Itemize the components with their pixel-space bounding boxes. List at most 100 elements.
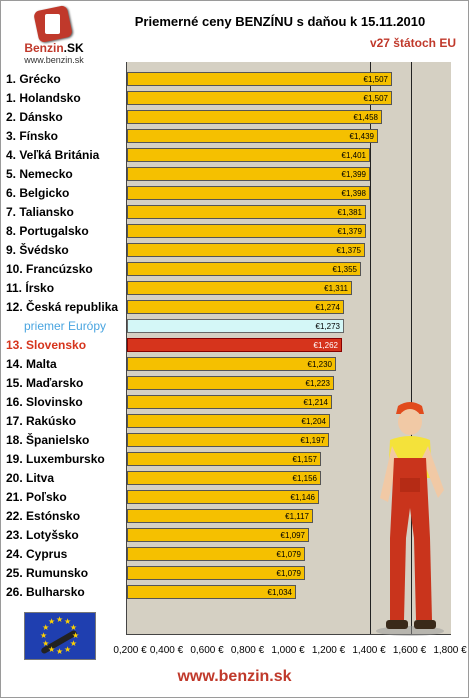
bar: €1,375: [127, 243, 365, 257]
grid-line: [370, 62, 371, 634]
plot-area: €1,507 €1,507 €1,458 €1,439 €1,401 €1,399 €1,3…: [126, 62, 451, 635]
logo-brand: Benzin.SK: [14, 41, 94, 55]
chart-title: Priemerné ceny BENZÍNU s daňou k 15.11.2…: [134, 14, 426, 29]
bar-value-label: €1,146: [290, 493, 315, 502]
bar: €1,398: [127, 186, 370, 200]
bar-value-label: €1,079: [276, 569, 301, 578]
category-label: 9. Švédsko: [6, 243, 69, 257]
bar: €1,097: [127, 528, 309, 542]
category-label: 16. Slovinsko: [6, 395, 83, 409]
category-label: 22. Estónsko: [6, 509, 81, 523]
category-label: 5. Nemecko: [6, 167, 73, 181]
bar: €1,156: [127, 471, 321, 485]
category-label: priemer Európy: [24, 319, 107, 333]
bar-value-label: €1,223: [305, 379, 330, 388]
star-icon: ★: [64, 617, 72, 627]
bar-value-label: €1,230: [307, 360, 332, 369]
category-label: 13. Slovensko: [6, 338, 87, 352]
bar: €1,117: [127, 509, 313, 523]
x-tick-label: 1,800 €: [433, 645, 467, 656]
bar-value-label: €1,398: [341, 189, 366, 198]
logo-brand-suffix: .SK: [63, 41, 84, 55]
bar: €1,157: [127, 452, 321, 466]
star-icon: ★: [40, 631, 48, 640]
logo-brand-main: Benzin: [24, 41, 64, 55]
bar: €1,197: [127, 433, 329, 447]
category-label: 8. Portugalsko: [6, 224, 89, 238]
category-label: 17. Rakúsko: [6, 414, 77, 428]
bar: €1,355: [127, 262, 361, 276]
bar: €1,507: [127, 91, 392, 105]
category-label: 7. Taliansko: [6, 205, 74, 219]
bar: €1,311: [127, 281, 352, 295]
category-label: 1. Grécko: [6, 72, 61, 86]
category-label: 4. Veľká Británia: [6, 148, 100, 162]
bar-value-label: €1,311: [324, 284, 348, 293]
star-icon: ★: [56, 615, 64, 624]
bar-value-label: €1,156: [292, 474, 317, 483]
bar-value-label: €1,079: [276, 550, 301, 559]
category-label: 15. Maďarsko: [6, 376, 84, 390]
x-tick-label: 0,200 €: [113, 645, 147, 656]
bar: €1,146: [127, 490, 319, 504]
star-icon: ★: [48, 644, 56, 654]
grid-line: [411, 62, 412, 634]
star-icon: ★: [48, 617, 56, 627]
bar-value-label: €1,458: [353, 113, 378, 122]
bar-value-label: €1,214: [303, 398, 328, 407]
category-label: 18. Španielsko: [6, 433, 90, 447]
category-label: 2. Dánsko: [6, 110, 63, 124]
bar: €1,274: [127, 300, 344, 314]
category-label: 26. Bulharsko: [6, 585, 85, 599]
footer-url[interactable]: www.benzin.sk: [177, 668, 292, 685]
bar-value-label: €1,262: [313, 341, 338, 350]
bar-value-label: €1,273: [315, 322, 340, 331]
bar-value-label: €1,034: [267, 588, 292, 597]
category-label: 21. Poľsko: [6, 490, 67, 504]
x-tick-label: 0,600 €: [190, 645, 224, 656]
bar-value-label: €1,381: [337, 208, 362, 217]
category-label: 25. Rumunsko: [6, 566, 89, 580]
bar-value-label: €1,355: [332, 265, 357, 274]
bar: €1,379: [127, 224, 366, 238]
x-tick-label: 1,400 €: [352, 645, 386, 656]
star-icon: ★: [42, 639, 50, 648]
chart-subtitle: v27 štátoch EU: [369, 36, 456, 50]
bar: €1,458: [127, 110, 382, 124]
bar: €1,439: [127, 129, 378, 143]
category-label: 11. Írsko: [6, 281, 55, 295]
bar-value-label: €1,375: [336, 246, 361, 255]
bar: €1,079: [127, 547, 305, 561]
bar-value-label: €1,507: [363, 94, 388, 103]
bar: €1,399: [127, 167, 370, 181]
x-tick-label: 1,600 €: [392, 645, 427, 656]
category-label: 19. Luxembursko: [6, 452, 105, 466]
bar-europe-average: €1,273: [127, 319, 344, 333]
bar: €1,079: [127, 566, 305, 580]
star-icon: ★: [42, 623, 50, 632]
mechanic-illustration: [376, 402, 444, 636]
bar-value-label: €1,274: [315, 303, 340, 312]
bar: €1,223: [127, 376, 334, 390]
bar-slovensko: €1,262: [127, 338, 342, 352]
logo-url: www.benzin.sk: [24, 55, 84, 65]
star-icon: ★: [64, 644, 72, 654]
category-label: 10. Francúzsko: [6, 262, 93, 276]
bar-value-label: €1,401: [341, 151, 366, 160]
category-label: 20. Litva: [6, 471, 55, 485]
category-label: 23. Lotyšsko: [6, 528, 79, 542]
x-tick-label: 1,200 €: [311, 645, 346, 656]
bar: €1,204: [127, 414, 330, 428]
fuel-pump-glyph: [45, 14, 60, 34]
bar: €1,507: [127, 72, 392, 86]
bar-value-label: €1,157: [292, 455, 317, 464]
category-label: 12. Česká republika: [6, 300, 119, 314]
benzin-logo[interactable]: Benzin.SK www.benzin.sk: [14, 4, 94, 66]
star-icon: ★: [56, 647, 64, 656]
category-label: 6. Belgicko: [6, 186, 70, 200]
category-label: 14. Malta: [6, 357, 57, 371]
eu-flag-icon: ★ ★ ★ ★ ★ ★ ★ ★ ★ ★ ★ ★: [24, 612, 96, 660]
bar-value-label: €1,097: [280, 531, 305, 540]
star-icon: ★: [72, 631, 80, 640]
bar-value-label: €1,117: [285, 512, 309, 521]
